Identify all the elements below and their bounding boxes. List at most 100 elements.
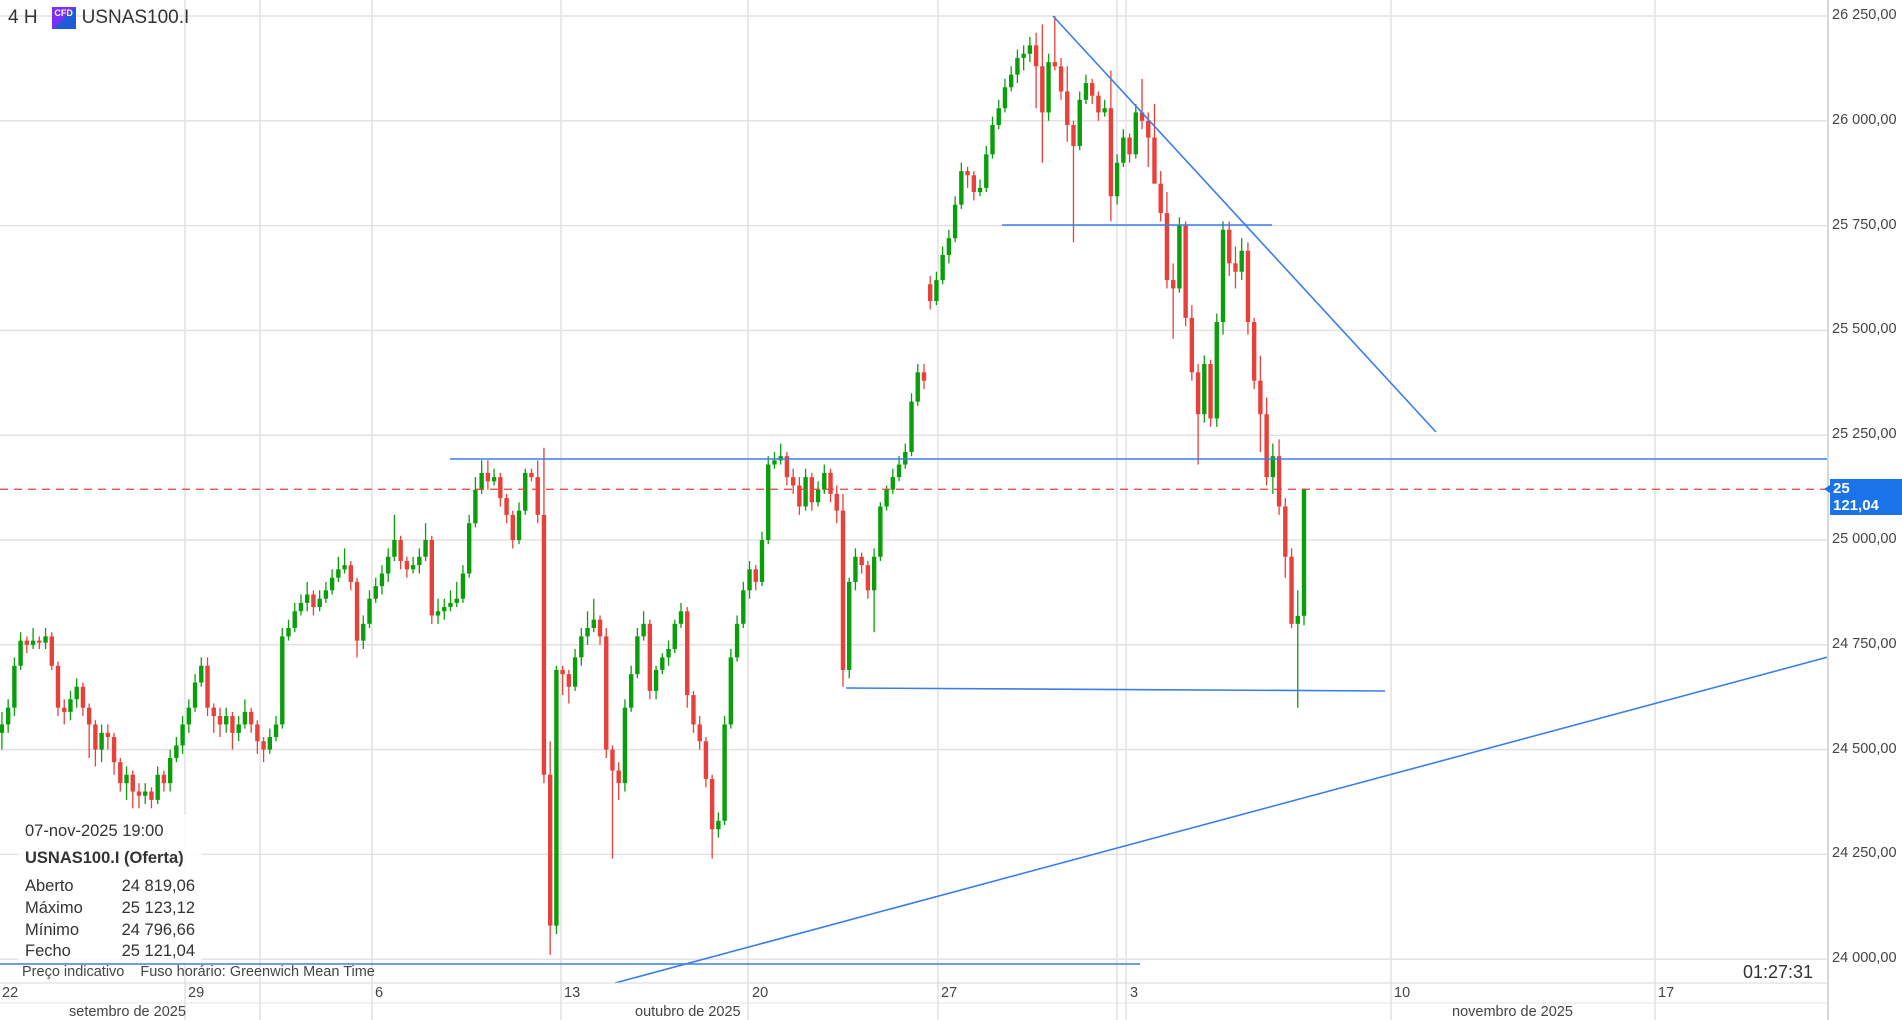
candle (373, 577, 378, 603)
month-label: setembro de 2025 (69, 1004, 186, 1020)
candle-body (504, 498, 509, 515)
info-row-open: Aberto 24 819,06 (25, 877, 195, 896)
candle-body (946, 238, 952, 255)
candle-body (298, 602, 304, 612)
timezone-label[interactable]: Fuso horário: Greenwich Mean Time (140, 964, 375, 980)
candle (124, 766, 129, 800)
candle-body (80, 686, 86, 708)
candle-body (485, 472, 491, 482)
symbol-label[interactable]: USNAS100.I (81, 7, 190, 28)
candle (392, 514, 397, 561)
candle-body (616, 770, 621, 784)
candle (1220, 221, 1226, 335)
candle (311, 590, 316, 616)
candle-body (759, 540, 765, 582)
candle-body (155, 774, 160, 800)
candle-body (124, 774, 129, 784)
candle-body (280, 636, 285, 725)
candle-body (766, 464, 771, 540)
candle-body (510, 514, 515, 540)
candle (996, 99, 1001, 130)
candle (410, 556, 416, 574)
candle (685, 607, 690, 708)
candle (298, 594, 304, 616)
candle (248, 707, 254, 733)
candle-body (1202, 363, 1207, 415)
candle (93, 720, 98, 767)
candle (1152, 104, 1157, 184)
candle-body (473, 489, 478, 524)
candle (1046, 53, 1051, 121)
candle (49, 632, 54, 670)
candle-body (74, 686, 79, 700)
candle (1002, 78, 1008, 113)
timeframe-label[interactable]: 4 H (8, 7, 38, 28)
candle-body (928, 284, 933, 302)
candle-body (305, 594, 310, 603)
candle-body (286, 628, 291, 637)
candle (566, 669, 572, 704)
candle (86, 703, 92, 758)
candle (510, 510, 515, 549)
candle-body (136, 791, 142, 796)
candle (217, 707, 223, 738)
candle (1071, 120, 1076, 243)
candle (915, 363, 920, 406)
candle (909, 393, 914, 457)
candle (1189, 305, 1195, 381)
candle-body (199, 665, 204, 683)
candle-body (1114, 162, 1120, 197)
candle-body (410, 565, 416, 570)
candle (622, 699, 628, 792)
candle (716, 812, 721, 838)
candle (641, 611, 646, 641)
candle-body (186, 707, 192, 725)
candle-body (753, 569, 758, 582)
candle (491, 468, 497, 486)
candle (635, 628, 640, 679)
candle-body (516, 510, 522, 540)
candle (784, 451, 790, 486)
candle-body (248, 711, 254, 725)
price-tick-label: 25 500,00 (1832, 321, 1897, 338)
candle (616, 762, 621, 800)
candle (342, 548, 347, 574)
day-label: 6 (375, 985, 384, 1001)
candle-body (167, 757, 173, 784)
candle (105, 724, 111, 750)
descending-trendline[interactable] (1052, 15, 1437, 433)
candle-body (435, 611, 441, 616)
candle-body (43, 636, 48, 643)
candle (99, 724, 104, 763)
candle-body (460, 573, 466, 599)
candle (155, 766, 160, 805)
candle-body (1283, 506, 1288, 557)
candle-body (1177, 225, 1182, 289)
candle-body (105, 732, 111, 738)
candle-body (292, 611, 297, 629)
support-line[interactable] (845, 687, 1386, 692)
candle (865, 560, 871, 599)
status-bar: Preço indicativo Fuso horário: Greenwich… (22, 964, 375, 980)
info-value: 25 123,12 (121, 899, 195, 917)
candle-body (498, 477, 503, 499)
ascending-trendline[interactable] (614, 656, 1829, 984)
candle (267, 728, 273, 754)
candle (1227, 221, 1232, 276)
candle-body (660, 657, 665, 670)
candle-body (977, 187, 983, 193)
candle (666, 640, 671, 666)
candle (722, 716, 727, 826)
candle (230, 711, 235, 750)
candle-body (709, 778, 715, 830)
candle-body (790, 477, 796, 486)
candle-body (691, 695, 696, 725)
candle-body (192, 682, 198, 708)
candle (529, 468, 534, 482)
month-label: outubro de 2025 (635, 1004, 741, 1020)
candle-body (1002, 87, 1008, 109)
candle (1052, 16, 1057, 71)
candle-body (1139, 112, 1145, 121)
candle (1164, 192, 1170, 289)
